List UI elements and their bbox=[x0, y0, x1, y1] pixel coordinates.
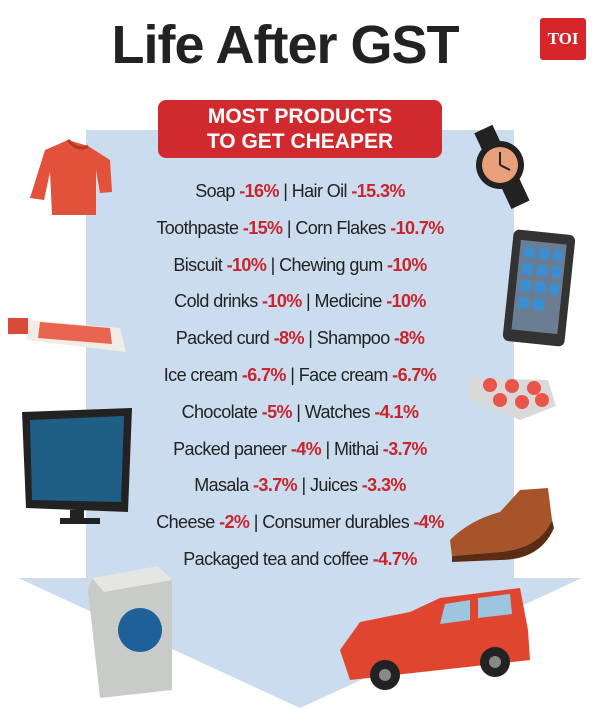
product-name: Medicine bbox=[314, 291, 383, 312]
price-change: -10% bbox=[262, 291, 302, 312]
product-name: Shampoo bbox=[316, 328, 390, 349]
price-change: -4.1% bbox=[374, 401, 419, 422]
price-change: -10% bbox=[387, 254, 427, 275]
separator: | bbox=[270, 254, 276, 275]
product-row: Packed paneer -4% | Mithai -3.7% bbox=[90, 434, 510, 471]
television bbox=[22, 408, 132, 524]
product-name: Consumer durables bbox=[262, 512, 410, 533]
price-change: -3.3% bbox=[361, 475, 407, 496]
banner-line: TO GET CHEAPER bbox=[206, 130, 394, 153]
price-change: -10.7% bbox=[390, 217, 444, 238]
price-change: -4% bbox=[413, 512, 445, 533]
product-list: Soap -16% | Hair Oil -15.3% Toothpaste -1… bbox=[90, 176, 510, 581]
product-name: Biscuit bbox=[173, 254, 223, 275]
product-name: Watches bbox=[304, 401, 371, 422]
separator: | bbox=[253, 512, 259, 533]
product-name: Hair Oil bbox=[291, 181, 348, 201]
separator: | bbox=[286, 217, 292, 238]
product-row: Masala -3.7% | Juices -3.3% bbox=[90, 470, 510, 507]
product-name: Corn Flakes bbox=[295, 217, 386, 238]
separator: | bbox=[296, 401, 301, 422]
product-name: Cold drinks bbox=[174, 291, 258, 312]
price-change: -3.7% bbox=[253, 475, 298, 496]
pills bbox=[468, 378, 556, 420]
separator: | bbox=[325, 438, 330, 459]
price-change: -6.7% bbox=[241, 364, 287, 385]
price-change: -15% bbox=[242, 217, 283, 238]
price-change: -10% bbox=[386, 291, 426, 312]
product-name: Ice cream bbox=[163, 364, 238, 385]
product-name: Mithai bbox=[333, 438, 379, 459]
separator: | bbox=[283, 181, 288, 201]
product-row: Cold drinks -10% | Medicine -10% bbox=[90, 286, 510, 323]
product-row: Toothpaste -15% | Corn Flakes -10.7% bbox=[90, 213, 510, 250]
product-row: Chocolate -5% | Watches -4.1% bbox=[90, 397, 510, 434]
separator: | bbox=[308, 328, 313, 349]
price-change: -6.7% bbox=[392, 364, 437, 385]
product-row: Ice cream -6.7% | Face cream -6.7% bbox=[90, 360, 510, 397]
tablet bbox=[502, 229, 576, 347]
toothpaste bbox=[8, 318, 126, 352]
price-change: -2% bbox=[219, 512, 250, 533]
price-change: -16% bbox=[239, 181, 279, 201]
price-change: -5% bbox=[261, 401, 293, 422]
product-row: Soap -16% | Hair Oil -15.3% bbox=[90, 176, 510, 213]
product-name: Soap bbox=[195, 181, 235, 201]
sweater bbox=[30, 139, 112, 215]
watch bbox=[474, 124, 530, 210]
separator: | bbox=[306, 291, 311, 312]
price-change: -4.7% bbox=[372, 548, 418, 569]
price-change: -15.3% bbox=[351, 181, 405, 201]
banner-line: MOST PRODUCTS bbox=[207, 105, 393, 128]
shoe bbox=[450, 488, 554, 562]
product-name: Face cream bbox=[298, 364, 389, 385]
separator: | bbox=[301, 475, 306, 496]
product-name: Packed paneer bbox=[173, 438, 287, 459]
product-name: Packaged tea and coffee bbox=[183, 548, 369, 569]
price-change: -4% bbox=[290, 438, 322, 459]
product-name: Packed curd bbox=[175, 328, 270, 349]
product-row: Biscuit -10% | Chewing gum -10% bbox=[90, 250, 510, 287]
product-row: Packaged tea and coffee -4.7% bbox=[90, 544, 510, 581]
detergent-box bbox=[88, 566, 172, 698]
product-name: Masala bbox=[194, 475, 249, 496]
title: Life After GST bbox=[111, 15, 459, 75]
price-change: -10% bbox=[226, 254, 267, 275]
product-row: Packed curd -8% | Shampoo -8% bbox=[90, 323, 510, 360]
product-name: Cheese bbox=[156, 512, 215, 533]
product-row: Cheese -2% | Consumer durables -4% bbox=[90, 507, 510, 544]
product-name: Chocolate bbox=[181, 401, 258, 422]
product-name: Chewing gum bbox=[279, 254, 383, 275]
product-name: Toothpaste bbox=[156, 217, 239, 238]
banner: MOST PRODUCTS TO GET CHEAPER bbox=[158, 100, 442, 158]
price-change: -8% bbox=[273, 328, 305, 349]
car bbox=[340, 588, 530, 690]
separator: | bbox=[290, 364, 295, 385]
logo: TOI bbox=[540, 18, 586, 60]
arrow bbox=[18, 130, 582, 708]
price-change: -3.7% bbox=[382, 438, 428, 459]
product-name: Juices bbox=[309, 475, 358, 496]
price-change: -8% bbox=[394, 328, 425, 349]
